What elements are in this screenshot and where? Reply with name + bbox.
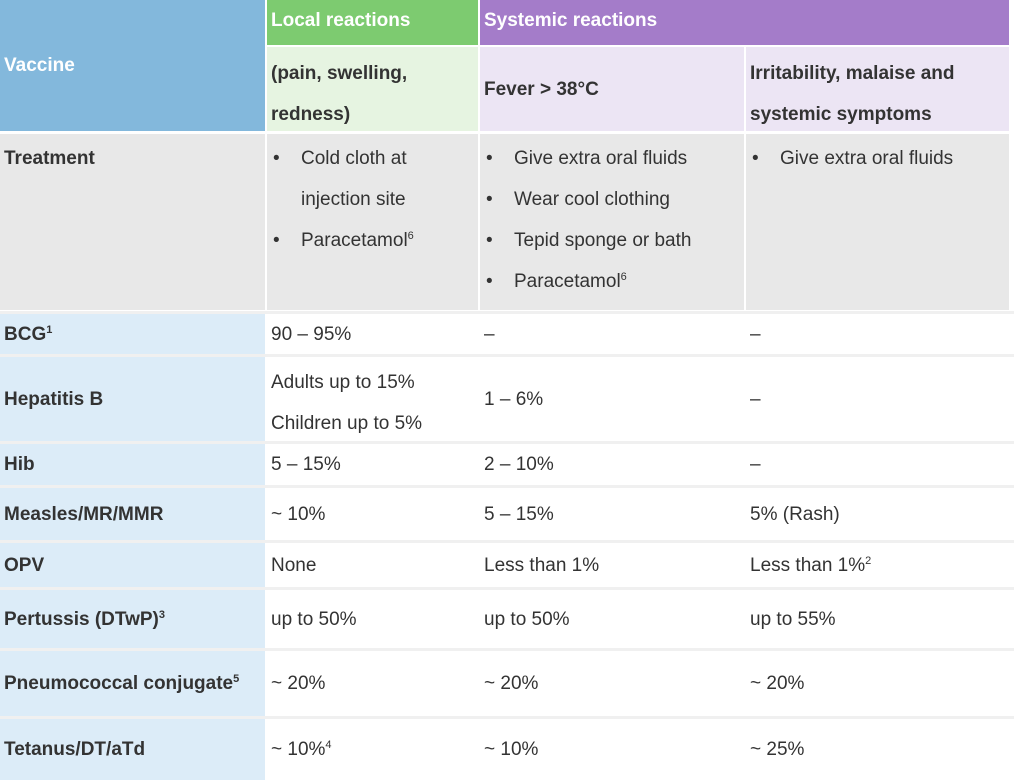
table-cell-local: ~ 10%: [267, 488, 478, 540]
treatment-local-item: • Cold cloth at injection site: [271, 138, 478, 220]
table-row-label: Measles/MR/MMR: [0, 488, 265, 540]
row-divider: [0, 354, 1014, 357]
table-cell-fever: up to 50%: [480, 590, 744, 648]
systemic-reactions-label: Systemic reactions: [484, 10, 658, 31]
treatment-label-cell: Treatment: [0, 134, 265, 310]
local-sub-line-2: redness): [271, 104, 351, 125]
treatment-fever-item: • Give extra oral fluids: [484, 138, 744, 179]
irritability-subheader: Irritability, malaise and systemic sympt…: [746, 47, 1009, 131]
bullet-icon: •: [273, 230, 280, 251]
table-cell-local: 90 – 95%: [267, 314, 478, 354]
table-cell-local: ~ 10%4: [267, 719, 478, 780]
irritability-line-2: systemic symptoms: [750, 104, 932, 125]
vaccine-header: Vaccine: [0, 0, 265, 131]
table-cell-irritability: ~ 25%: [746, 719, 1009, 780]
table-cell-local: up to 50%: [267, 590, 478, 648]
table-cell-fever: 5 – 15%: [480, 488, 744, 540]
table-cell-local: ~ 20%: [267, 651, 478, 716]
bullet-icon: •: [486, 230, 493, 251]
row-divider: [0, 441, 1014, 444]
local-reactions-subheader: (pain, swelling, redness): [267, 47, 478, 131]
table-cell-local: Adults up to 15% Children up to 5%: [267, 357, 478, 441]
table-cell-fever: ~ 10%: [480, 719, 744, 780]
table-cell-irritability: 5% (Rash): [746, 488, 1009, 540]
table-row-label: Hib: [0, 444, 265, 485]
row-divider: [0, 648, 1014, 651]
local-sub-line-1: (pain, swelling,: [271, 63, 408, 84]
treatment-local-cell: • Cold cloth at injection site • Paracet…: [267, 134, 478, 310]
local-reactions-header: Local reactions: [267, 0, 478, 45]
bullet-icon: •: [486, 271, 493, 292]
row-divider: [0, 587, 1014, 590]
treatment-local-item: • Paracetamol6: [271, 220, 478, 261]
table-cell-fever: ~ 20%: [480, 651, 744, 716]
local-reactions-label: Local reactions: [271, 10, 411, 31]
treatment-fever-item: • Wear cool clothing: [484, 179, 744, 220]
treatment-fever-item: • Paracetamol6: [484, 261, 744, 302]
table-cell-irritability: ~ 20%: [746, 651, 1009, 716]
treatment-fever-item: • Tepid sponge or bath: [484, 220, 744, 261]
row-divider: [0, 485, 1014, 488]
table-cell-irritability: –: [746, 357, 1009, 441]
treatment-irritability-item: • Give extra oral fluids: [750, 138, 1009, 179]
table-row-label: BCG1: [0, 314, 265, 354]
table-cell-irritability: –: [746, 314, 1009, 354]
bullet-icon: •: [752, 148, 759, 169]
row-divider: [0, 311, 1014, 314]
bullet-icon: •: [273, 148, 280, 169]
bullet-icon: •: [486, 148, 493, 169]
table-cell-fever: 1 – 6%: [480, 357, 744, 441]
treatment-label: Treatment: [4, 148, 95, 169]
table-cell-fever: –: [480, 314, 744, 354]
fever-label: Fever > 38°C: [484, 78, 599, 100]
bullet-icon: •: [486, 189, 493, 210]
vaccine-header-label: Vaccine: [4, 55, 75, 76]
systemic-reactions-header: Systemic reactions: [480, 0, 1009, 45]
row-divider: [0, 716, 1014, 719]
table-row-label: Pertussis (DTwP)3: [0, 590, 265, 648]
fever-subheader: Fever > 38°C: [480, 47, 744, 131]
irritability-line-1: Irritability, malaise and: [750, 63, 955, 84]
table-row-label: Pneumococcal conjugate5: [0, 651, 265, 716]
table-row-label: Hepatitis B: [0, 357, 265, 441]
table-cell-irritability: –: [746, 444, 1009, 485]
treatment-irritability-cell: • Give extra oral fluids: [746, 134, 1009, 310]
table-cell-fever: Less than 1%: [480, 543, 744, 587]
table-cell-irritability: Less than 1%2: [746, 543, 1009, 587]
row-divider: [0, 540, 1014, 543]
table-cell-fever: 2 – 10%: [480, 444, 744, 485]
table-cell-local: 5 – 15%: [267, 444, 478, 485]
table-row-label: OPV: [0, 543, 265, 587]
table-row-label: Tetanus/DT/aTd: [0, 719, 265, 780]
table-cell-local: None: [267, 543, 478, 587]
treatment-fever-cell: • Give extra oral fluids • Wear cool clo…: [480, 134, 744, 310]
table-cell-irritability: up to 55%: [746, 590, 1009, 648]
